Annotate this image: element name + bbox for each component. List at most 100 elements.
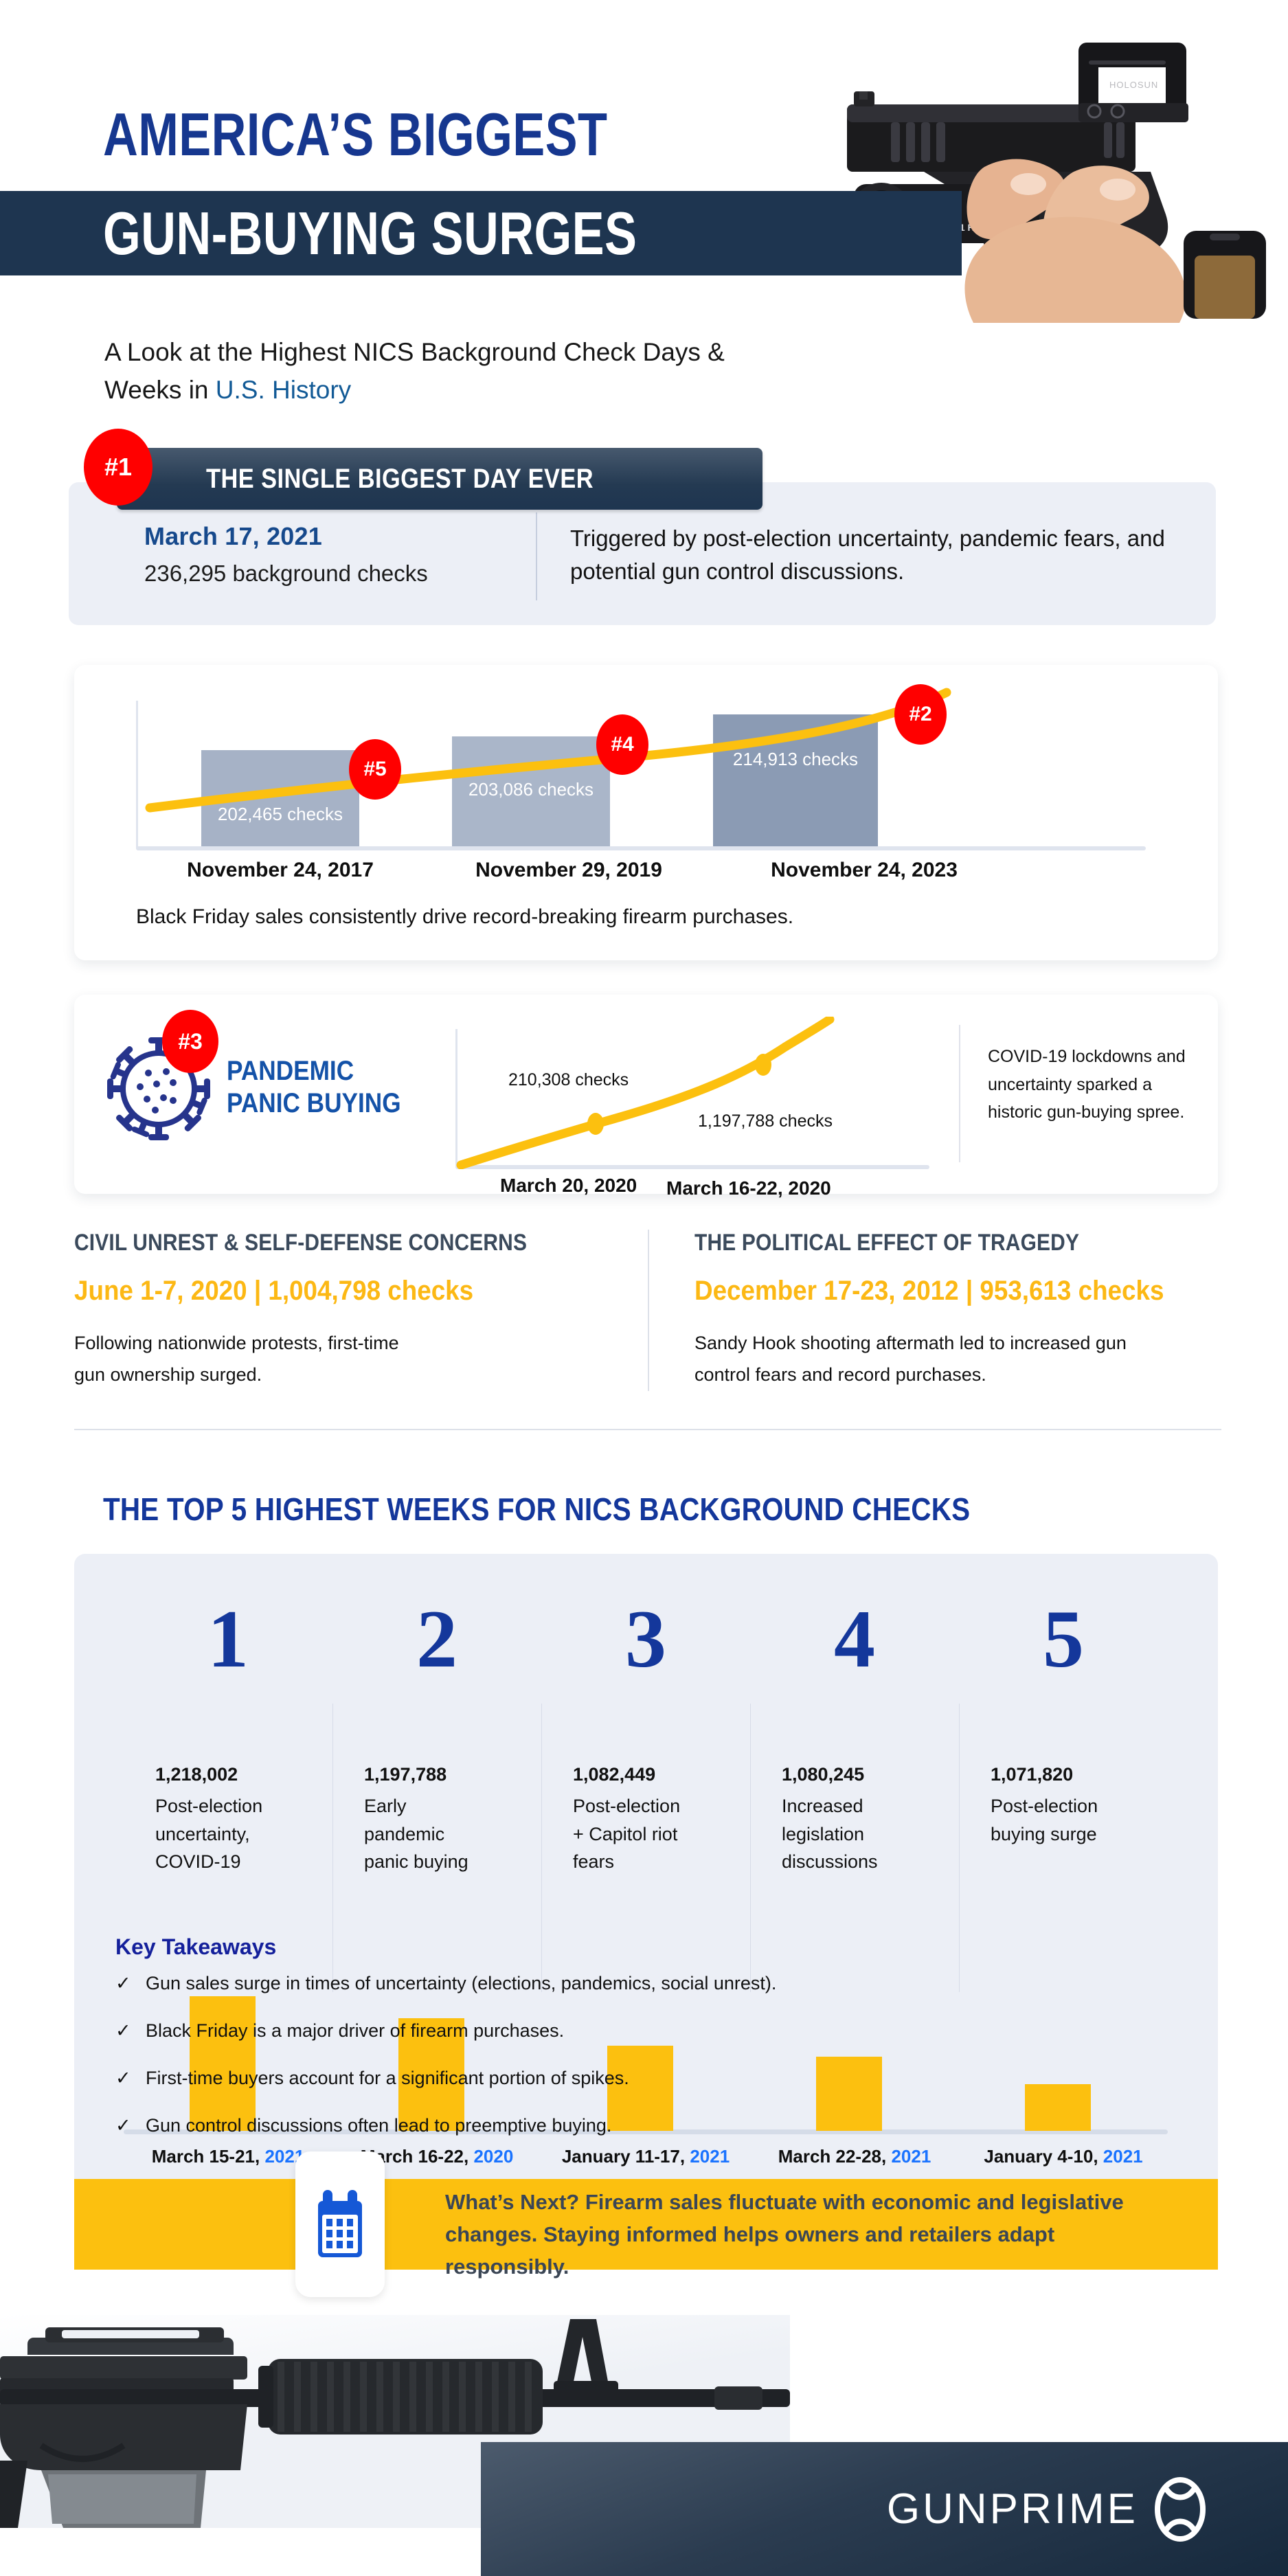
subtitle-link-us-history[interactable]: U.S. History xyxy=(215,375,352,404)
top5-desc-1: Post-election uncertainty, COVID-19 xyxy=(155,1796,263,1872)
key-takeaway-item-2: ✓ Black Friday is a major driver of fire… xyxy=(115,2020,1077,2042)
key-takeaway-item-3: ✓ First-time buyers account for a signif… xyxy=(115,2068,1077,2089)
black-friday-card: 202,465 checks 203,086 checks 214,913 ch… xyxy=(74,665,1218,960)
rank-badge-5: #5 xyxy=(349,739,401,800)
top5-date-2-year: 2020 xyxy=(473,2146,514,2167)
hand xyxy=(964,159,1186,323)
black-friday-bar-3-label: 214,913 checks xyxy=(732,749,859,769)
single-biggest-day-ribbon: THE SINGLE BIGGEST DAY EVER xyxy=(117,448,762,510)
rifle-photo xyxy=(0,2315,790,2528)
check-icon: ✓ xyxy=(115,2115,131,2136)
banner-icon-container xyxy=(295,2151,385,2297)
brand-name: GUNPRIME xyxy=(886,2485,1138,2533)
single-biggest-day-date: March 17, 2021 xyxy=(144,522,322,550)
pandemic-title-line2: PANIC BUYING xyxy=(227,1088,401,1119)
top5-date-4-year: 2021 xyxy=(891,2146,931,2167)
top5-title: THE TOP 5 HIGHEST WEEKS FOR NICS BACKGRO… xyxy=(103,1491,971,1527)
top5-date-5-text: January 4-10, xyxy=(984,2146,1103,2167)
pandemic-x-axis xyxy=(455,1165,929,1169)
pandemic-trend-line xyxy=(456,1017,835,1169)
top5-rank-4: 4 xyxy=(834,1593,875,1684)
top5-card: 1 1,218,002 Post-election uncertainty, C… xyxy=(74,1554,1218,2248)
top5-desc-4: Increased legislation discussions xyxy=(782,1796,878,1872)
pandemic-divider xyxy=(959,1025,960,1162)
key-takeaway-text-1: Gun sales surge in times of uncertainty … xyxy=(146,1973,777,1993)
black-friday-date-labels: November 24, 2017 November 29, 2019 Nove… xyxy=(136,859,1146,882)
single-biggest-day-checks: 236,295 background checks xyxy=(144,561,428,586)
pandemic-panic-buying-card: #3 PANDEMIC PANIC BUYING 210,308 checks … xyxy=(74,995,1218,1199)
hero-header: HOLOSUN TLR-1 HL xyxy=(0,0,1288,323)
top5-number-3: 1,082,449 xyxy=(573,1764,656,1785)
civil-unrest-heading: CIVIL UNREST & SELF-DEFENSE CONCERNS xyxy=(74,1230,528,1256)
top5-date-4: March 22-28, 2021 xyxy=(750,2146,959,2167)
page-title-line1: AMERICA’S BIGGEST xyxy=(103,100,608,168)
top5-number-5: 1,071,820 xyxy=(991,1764,1074,1785)
pandemic-description: COVID-19 lockdowns and uncertainty spark… xyxy=(988,1047,1186,1122)
top5-bar-1 xyxy=(190,1996,256,2131)
check-icon: ✓ xyxy=(115,2068,131,2088)
top5-number-1: 1,218,002 xyxy=(155,1764,238,1785)
pandemic-title-line1: PANDEMIC xyxy=(227,1056,354,1086)
top5-bar-5 xyxy=(1025,2084,1091,2131)
rank-badge-3: #3 xyxy=(162,1010,218,1073)
top5-rank-1: 1 xyxy=(207,1593,249,1684)
crosshair-logo-icon xyxy=(1155,2476,1206,2542)
black-friday-y-axis xyxy=(136,701,138,848)
top5-date-1-text: March 15-21, xyxy=(151,2146,265,2167)
calendar-icon xyxy=(318,2190,362,2257)
top5-column-2: 2 1,197,788 Early pandemic panic buying xyxy=(332,1554,541,1993)
top5-column-5: 5 1,071,820 Post-election buying surge xyxy=(959,1554,1168,1993)
pandemic-point-2-label: 1,197,788 checks xyxy=(698,1111,833,1131)
ribbon-label: THE SINGLE BIGGEST DAY EVER xyxy=(206,463,594,494)
political-effect-column: THE POLITICAL EFFECT OF TRAGEDY December… xyxy=(648,1230,1221,1391)
top5-date-3-text: January 11-17, xyxy=(561,2146,690,2167)
top5-column-3: 3 1,082,449 Post-election + Capitol riot… xyxy=(541,1554,750,1993)
top5-columns: 1 1,218,002 Post-election uncertainty, C… xyxy=(124,1554,1168,1993)
key-takeaway-text-3: First-time buyers account for a signific… xyxy=(146,2068,629,2088)
political-effect-stat: December 17-23, 2012 | 953,613 checks xyxy=(694,1276,1164,1306)
top5-bar-2 xyxy=(398,2018,464,2131)
black-friday-note: Black Friday sales consistently drive re… xyxy=(136,905,794,928)
svg-text:HOLOSUN: HOLOSUN xyxy=(1109,80,1158,90)
pandemic-title: PANDEMIC PANIC BUYING xyxy=(227,1055,401,1120)
top5-bar-3 xyxy=(607,2046,673,2131)
subtitle-text: A Look at the Highest NICS Background Ch… xyxy=(104,338,725,404)
rank-badge-1: #1 xyxy=(84,429,152,506)
check-icon: ✓ xyxy=(115,1973,131,1993)
black-friday-trend-line xyxy=(145,688,951,813)
black-friday-date-2: November 29, 2019 xyxy=(475,859,662,881)
top5-date-3: January 11-17, 2021 xyxy=(541,2146,750,2167)
top5-desc-5: Post-election buying surge xyxy=(991,1796,1098,1844)
single-biggest-day-body: March 17, 2021 236,295 background checks… xyxy=(69,482,1216,625)
civil-unrest-description: Following nationwide protests, first-tim… xyxy=(74,1333,399,1386)
single-biggest-day-left: March 17, 2021 236,295 background checks xyxy=(69,482,536,625)
key-takeaway-item-1: ✓ Gun sales surge in times of uncertaint… xyxy=(115,1973,1077,1994)
pandemic-point-1-date: March 20, 2020 xyxy=(500,1175,637,1196)
red-dot-optic: HOLOSUN xyxy=(1078,43,1188,122)
ar15-illustration xyxy=(0,2319,790,2528)
pandemic-point-2-date: March 16-22, 2020 xyxy=(666,1177,831,1199)
top5-column-4: 4 1,080,245 Increased legislation discus… xyxy=(750,1554,959,1993)
key-takeaways-title: Key Takeaways xyxy=(115,1934,277,1959)
footer-bar: GUNPRIME xyxy=(481,2442,1288,2576)
top5-rank-5: 5 xyxy=(1043,1593,1084,1684)
rank-badge-2: #2 xyxy=(894,684,947,745)
black-friday-bar-1-label: 202,465 checks xyxy=(217,804,343,824)
black-friday-date-3: November 24, 2023 xyxy=(771,859,958,881)
top5-column-1: 1 1,218,002 Post-election uncertainty, C… xyxy=(124,1554,332,1993)
key-takeaway-text-2: Black Friday is a major driver of firear… xyxy=(146,2020,565,2041)
top5-bar-4 xyxy=(816,2057,882,2131)
top5-date-3-year: 2021 xyxy=(690,2146,730,2167)
top5-number-2: 1,197,788 xyxy=(364,1764,447,1785)
vertical-divider xyxy=(536,512,537,600)
black-friday-bar-2: 203,086 checks xyxy=(452,736,610,846)
black-friday-date-1: November 24, 2017 xyxy=(187,859,374,881)
black-friday-x-axis xyxy=(136,846,1146,850)
single-biggest-day-description: Triggered by post-election uncertainty, … xyxy=(570,526,1165,584)
pandemic-y-axis xyxy=(455,1029,457,1166)
top5-rank-3: 3 xyxy=(625,1593,666,1684)
rank-badge-4: #4 xyxy=(596,714,648,775)
top5-desc-3: Post-election + Capitol riot fears xyxy=(573,1796,681,1872)
top5-date-5: January 4-10, 2021 xyxy=(959,2146,1168,2167)
